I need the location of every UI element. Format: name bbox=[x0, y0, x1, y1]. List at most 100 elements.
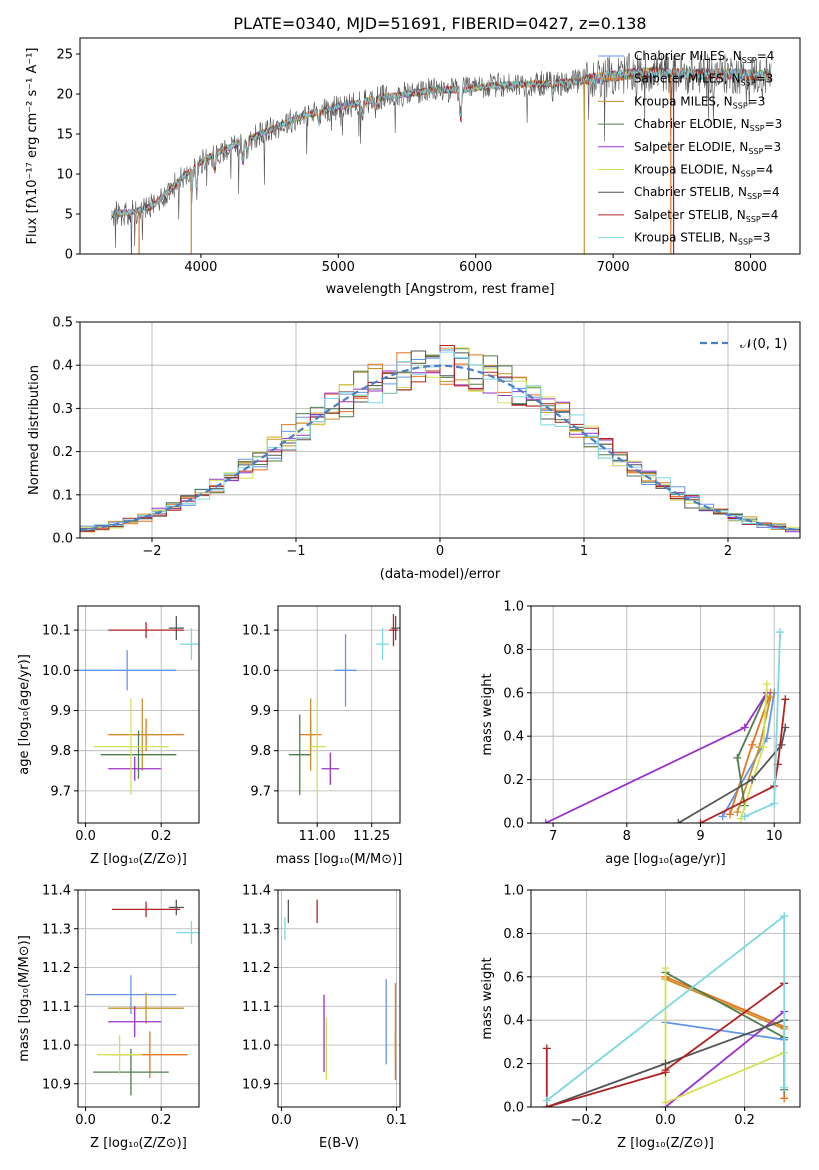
y-tick-label: 10.1 bbox=[242, 624, 271, 639]
x-axis-label: (data-model)/error bbox=[380, 567, 501, 582]
legend-subscript: SSP bbox=[738, 238, 753, 247]
y-tick-label: 10.9 bbox=[242, 1077, 271, 1092]
x-tick-label: 6000 bbox=[459, 260, 492, 275]
y-tick-label: 11.4 bbox=[242, 884, 271, 899]
legend-entry-6: Chabrier STELIB, NSSP=4 bbox=[634, 185, 780, 201]
y-tick-label: 11.2 bbox=[242, 961, 271, 976]
weight-point-7-0 bbox=[696, 819, 705, 823]
chart-mass-z: 0.0 0.2 10.9 11.0 11.1 11.2 11.3 11.4 Z [log₁₀(Z… bbox=[17, 884, 200, 1151]
legend-name: Salpeter STELIB, N bbox=[634, 208, 746, 222]
x-axis-label: age [log₁₀(age/yr)] bbox=[605, 852, 726, 867]
weight-line-5 bbox=[740, 684, 768, 819]
x-tick-label: 2 bbox=[724, 544, 732, 559]
x-tick-label: 0.0 bbox=[655, 1113, 676, 1128]
axes-frame bbox=[277, 605, 401, 824]
legend-subscript: SSP bbox=[747, 192, 762, 201]
legend-name: Kroupa MILES, N bbox=[634, 94, 733, 108]
y-tick-label: 0.6 bbox=[503, 686, 524, 701]
y-axis-label: Normed distribution bbox=[27, 365, 42, 495]
x-tick-label: 0.0 bbox=[75, 1113, 96, 1128]
x-axis-label: Z [log₁₀(Z/Z⊙)] bbox=[90, 852, 187, 867]
y-tick-label: 0.6 bbox=[503, 970, 524, 985]
weight-line-5 bbox=[664, 968, 785, 1105]
axes-frame bbox=[79, 37, 801, 255]
weight-point-6-0 bbox=[674, 819, 683, 823]
y-tick-label: 9.8 bbox=[250, 744, 271, 759]
chart-weight-age: 7 8 9 10 0.0 0.2 0.4 0.6 0.8 1.0 age [log₁₀(age/yr… bbox=[480, 600, 801, 867]
x-tick-label: 0.0 bbox=[271, 1113, 292, 1128]
x-tick-label: 9 bbox=[696, 829, 704, 844]
legend-suffix: =3 bbox=[763, 140, 781, 154]
y-tick-label: 9.9 bbox=[250, 704, 271, 719]
y-tick-label: 9.7 bbox=[250, 784, 271, 799]
x-tick-label: 11.00 bbox=[299, 829, 336, 844]
x-tick-label: 0.2 bbox=[151, 829, 172, 844]
x-axis-label: Z [log₁₀(Z/Z⊙)] bbox=[617, 1136, 714, 1151]
plot-area bbox=[278, 606, 400, 823]
figure-title: PLATE=0340, MJD=51691, FIBERID=0427, z=0… bbox=[233, 14, 646, 33]
legend-entry-5: Kroupa ELODIE, NSSP=4 bbox=[634, 163, 773, 179]
legend-entry: 𝒩(0, 1) bbox=[740, 337, 787, 352]
normal-reference-curve bbox=[80, 364, 800, 532]
weight-point-1-0 bbox=[725, 810, 734, 819]
legend-subscript: SSP bbox=[742, 56, 757, 65]
x-tick-label: 8 bbox=[623, 829, 631, 844]
chart-weight-z: −0.2 0.0 0.2 0.0 0.2 0.4 0.6 0.8 1.0 Z [log₁₀(Z/Z… bbox=[480, 884, 801, 1151]
chart-spectrum: 4000 5000 6000 7000 8000 0 5 10 15 20 25 wavelength… bbox=[25, 37, 801, 297]
axes-frame bbox=[77, 605, 200, 824]
legend-suffix: =4 bbox=[761, 208, 779, 222]
x-tick-label: 0.2 bbox=[151, 1113, 172, 1128]
weight-point-8-0 bbox=[542, 1096, 551, 1105]
x-tick-label: 7 bbox=[549, 829, 557, 844]
legend-suffix: =3 bbox=[756, 72, 774, 86]
weight-point-7-3 bbox=[661, 1066, 670, 1075]
x-axis-label: wavelength [Angstrom, rest frame] bbox=[326, 282, 555, 297]
y-tick-label: 11.0 bbox=[42, 1039, 71, 1054]
plot-area bbox=[531, 606, 800, 823]
chart-residuals: −2 −1 0 1 2 0.0 0.1 0.2 0.3 0.4 0.5 (data-model)/er… bbox=[27, 316, 801, 582]
weight-point-8-2 bbox=[776, 628, 785, 637]
y-tick-label: 20 bbox=[56, 88, 73, 103]
x-tick-label: 8000 bbox=[734, 260, 767, 275]
axes-frame bbox=[277, 889, 401, 1108]
x-tick-label: −1 bbox=[286, 544, 305, 559]
y-axis-label: mass weight bbox=[480, 957, 495, 1039]
weight-point-8-0 bbox=[740, 812, 749, 821]
chart-age-mass: 11.00 11.25 9.7 9.8 9.9 10.0 10.1 mass [log₁₀(M… bbox=[242, 605, 402, 867]
weight-point-7-3 bbox=[781, 695, 790, 704]
legend-subscript: SSP bbox=[741, 79, 756, 88]
y-tick-label: 0.4 bbox=[503, 1014, 524, 1029]
y-tick-label: 11.1 bbox=[242, 1000, 271, 1015]
weight-line-0 bbox=[665, 1021, 785, 1041]
y-tick-label: 11.2 bbox=[42, 961, 71, 976]
y-tick-label: 0.4 bbox=[52, 359, 73, 374]
x-axis-label: E(B-V) bbox=[319, 1136, 359, 1151]
legend-suffix: =4 bbox=[762, 185, 780, 199]
weight-point-8-1 bbox=[770, 799, 779, 808]
chart-mass-ebv: 0.0 0.1 10.9 11.0 11.1 11.2 11.3 11.4 E(B-V) bbox=[242, 884, 407, 1152]
legend-entry-7: Salpeter STELIB, NSSP=4 bbox=[634, 208, 778, 224]
legend-subscript: SSP bbox=[750, 124, 765, 133]
y-tick-label: 10.0 bbox=[42, 664, 71, 679]
x-tick-label: 5000 bbox=[322, 260, 355, 275]
weight-line-6 bbox=[677, 727, 787, 823]
y-tick-label: 10 bbox=[56, 168, 73, 183]
weight-line-2 bbox=[665, 978, 785, 1030]
legend-name: Kroupa STELIB, N bbox=[634, 231, 738, 245]
y-tick-label: 0.2 bbox=[52, 445, 73, 460]
y-axis-label: Flux [fλ10⁻¹⁷ erg cm⁻² s⁻¹ A⁻¹] bbox=[25, 48, 40, 245]
y-tick-label: 9.7 bbox=[50, 784, 71, 799]
spectrum-line-8 bbox=[111, 66, 772, 218]
x-tick-label: 0.1 bbox=[386, 1113, 407, 1128]
x-tick-label: 4000 bbox=[184, 260, 217, 275]
legend-suffix: =3 bbox=[765, 117, 783, 131]
legend-name: Chabrier STELIB, N bbox=[634, 185, 747, 199]
y-tick-label: 15 bbox=[56, 128, 73, 143]
weight-point-7-0 bbox=[542, 1044, 551, 1053]
x-tick-label: 1 bbox=[580, 544, 588, 559]
weight-point-8-1 bbox=[780, 912, 789, 921]
legend-suffix: =3 bbox=[748, 94, 766, 108]
legend-suffix: =3 bbox=[753, 231, 771, 245]
weight-point-6-2 bbox=[777, 740, 786, 749]
